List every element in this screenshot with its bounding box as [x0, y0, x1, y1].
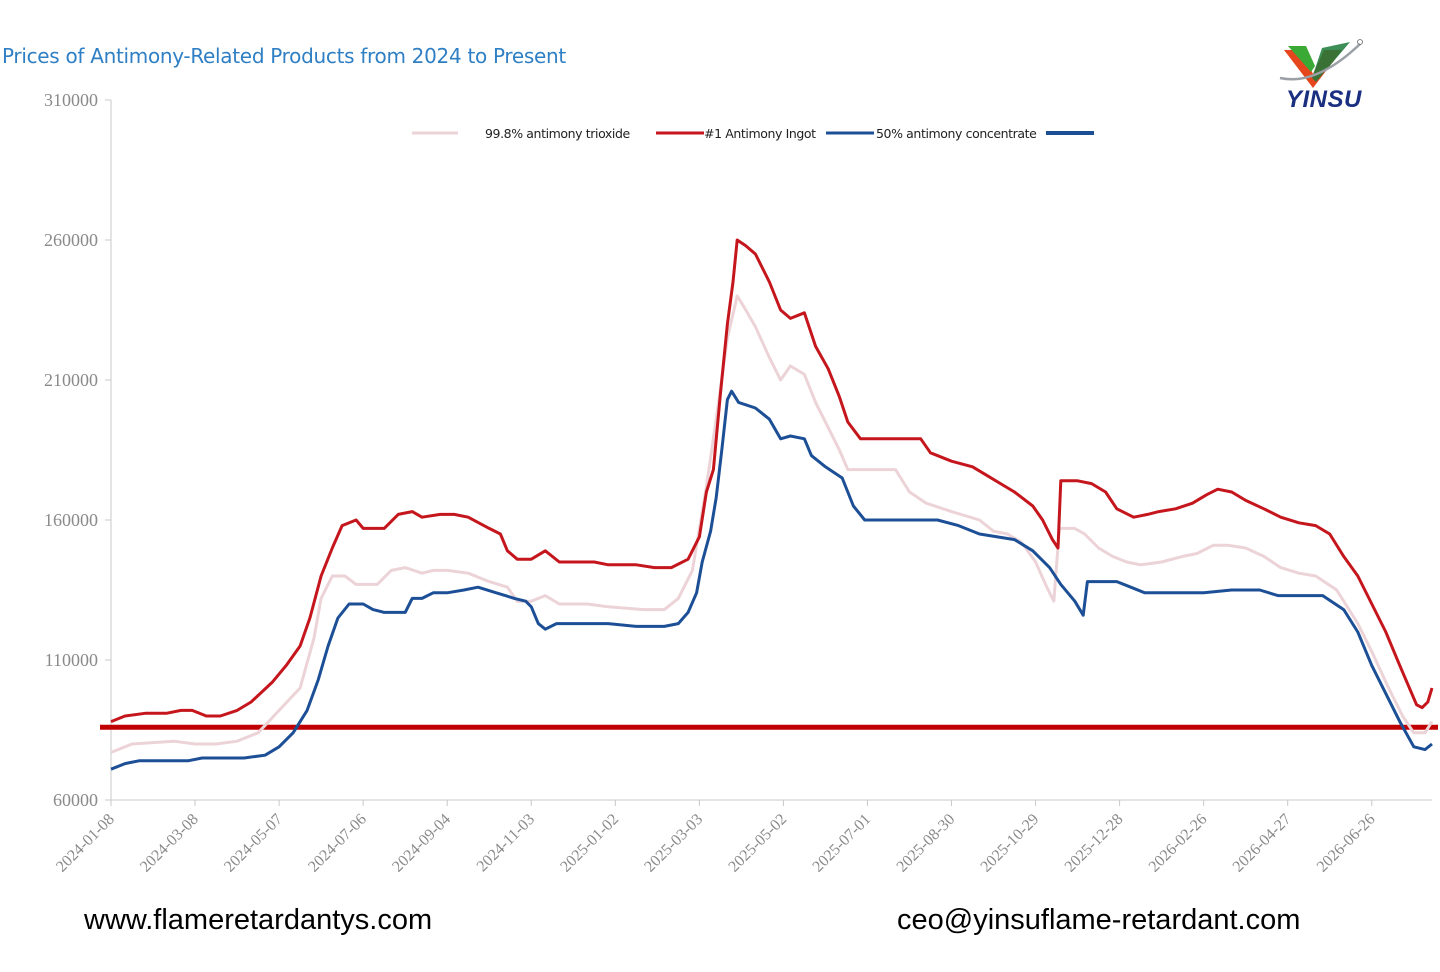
chart-title: Prices of Antimony-Related Products from… [2, 44, 566, 68]
legend-label-1: 99.8% antimony trioxide [485, 126, 631, 141]
yinsu-logo-icon [1279, 39, 1363, 88]
x-tick-label: 2025-03-03 [641, 811, 706, 876]
x-tick-label: 2025-12-28 [1062, 811, 1127, 876]
x-tick-label: 2024-07-06 [305, 811, 370, 876]
website-text: www.flameretardantys.com [84, 904, 433, 936]
x-tick-label: 2024-09-04 [389, 811, 454, 876]
x-tick-label: 2025-10-29 [978, 811, 1043, 876]
x-tick-label: 2025-07-01 [809, 811, 874, 876]
email-text: ceo@yinsuflame-retardant.com [897, 904, 1301, 936]
x-tick-label: 2025-08-30 [894, 811, 959, 876]
logo-text: YINSU [1286, 86, 1362, 113]
y-tick-label: 160000 [44, 510, 98, 530]
x-tick-label: 2025-05-02 [725, 811, 790, 876]
series-line-1 [110, 294, 1434, 754]
x-tick-label: 2026-02-26 [1146, 811, 1211, 876]
x-tick-label: 2024-05-07 [221, 811, 286, 876]
x-tick-label: 2025-01-02 [557, 811, 622, 876]
legend-label-2: #1 Antimony Ingot [704, 126, 816, 141]
y-tick-label: 210000 [44, 370, 98, 390]
x-tick-label: 2024-03-08 [137, 811, 202, 876]
series-lines [110, 238, 1434, 771]
chart-legend: 99.8% antimony trioxide #1 Antimony Ingot… [412, 126, 1094, 141]
x-tick-label: 2024-01-08 [53, 811, 118, 876]
x-tick-label: 2026-04-27 [1230, 811, 1295, 876]
x-tick-label: 2026-06-26 [1314, 811, 1379, 876]
series-line-3 [110, 389, 1433, 771]
legend-label-3: 50% antimony concentrate [876, 126, 1037, 141]
y-tick-label: 260000 [44, 230, 98, 250]
y-tick-label: 110000 [45, 650, 98, 670]
series-line-2 [110, 238, 1434, 723]
y-tick-label: 310000 [44, 90, 98, 110]
x-tick-label: 2024-11-03 [474, 811, 538, 875]
y-tick-label: 60000 [53, 790, 98, 810]
